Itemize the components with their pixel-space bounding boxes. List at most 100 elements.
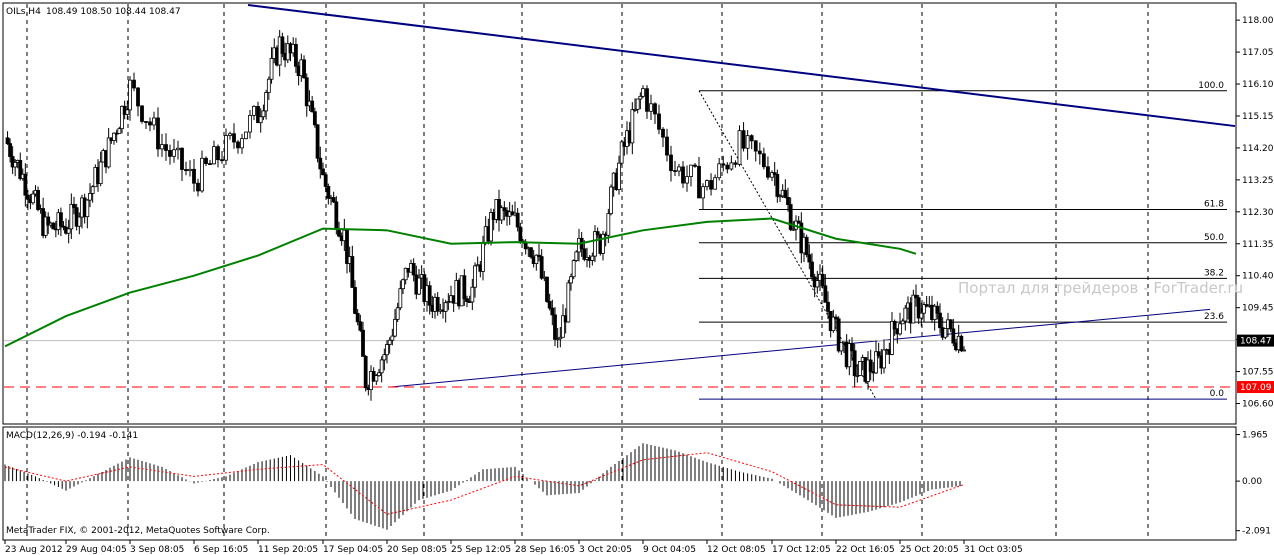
candle-body [745,135,750,149]
candle-body [385,344,389,356]
candle-body [791,228,796,231]
candle-body [534,254,539,264]
candle-body [959,335,964,352]
candle-body [13,161,18,168]
candle-body [390,335,395,341]
candle-body [590,255,595,261]
price-tick-label: 109.45 [1242,304,1274,314]
candle-body [962,349,966,352]
drawn-trendlines[interactable] [4,4,1236,388]
candle-body [164,144,168,151]
candle-body [673,170,677,172]
candle-body [248,114,252,133]
candle-body [25,194,30,200]
candle-body [318,157,323,170]
candle-body [850,343,854,352]
candle-body [136,87,140,107]
candle-body [558,336,563,340]
symbol-label: OILs,H4 [6,7,41,17]
candle-body [427,285,432,306]
candle-body [321,168,325,176]
candle-body [810,261,814,278]
candle-body [184,169,188,172]
candle-body [876,351,881,357]
candle-body [240,138,244,149]
price-tick-label: 117.05 [1242,48,1274,58]
candle-body [595,231,600,236]
candle-body [120,105,124,130]
candle-body [72,203,76,209]
candle-body [69,203,74,230]
candle-body [382,354,387,361]
candle-body [172,149,176,157]
candle-body [633,108,637,111]
candle-body [160,144,164,150]
candle-body [645,88,649,112]
candle-body [252,105,256,116]
candle-body [148,121,152,126]
candle-body [10,156,15,168]
candle-body [208,163,212,165]
time-tick-label: 23 Aug 2012 [5,545,63,555]
candle-body [890,321,894,355]
candle-body [387,339,392,345]
current-price-badge [1237,334,1274,347]
fib-level-label: 38.2 [1204,268,1224,278]
time-tick-label: 25 Oct 20:05 [900,545,959,555]
candle-body [922,304,926,314]
candle-body [401,279,405,290]
candle-body [334,201,339,230]
price-tick-label: 114.20 [1242,144,1274,154]
candle-body [619,141,624,164]
vertical-grid [26,4,1149,539]
fibonacci-retracement[interactable]: 100.0 61.8 50.0 38.2 23.6 0.0 [698,81,1227,400]
candle-body [705,180,709,188]
copyright-text: MetaTrader FIX, © 2001-2012, MetaQuotes … [6,526,270,536]
candle-body [515,212,520,228]
candle-body [903,307,908,322]
candle-body [398,288,403,309]
candle-body [152,117,156,126]
candle-body [839,342,844,352]
candle-body [868,359,873,372]
resistance-trendline [247,4,1236,128]
candle-body [59,212,63,227]
candle-body [323,174,328,187]
candle-body [310,100,315,113]
candle-body [609,186,613,215]
candle-body [847,343,852,368]
candle-body [499,207,504,221]
candle-body [685,176,689,184]
candle-body [180,147,184,170]
candle-body [892,321,897,330]
candle-body [778,195,782,198]
candle-body [606,213,611,236]
price-tick-label: 107.55 [1242,368,1274,378]
macd-tick-label: -2.091 [1242,527,1271,537]
candle-body [304,77,309,107]
candle-body [770,172,774,178]
candle-body [815,280,820,288]
candle-body [826,301,830,312]
candle-body [331,197,336,203]
time-tick-label: 17 Oct 12:05 [772,545,831,555]
candle-body [188,168,192,172]
candle-body [689,164,693,177]
candle-body [395,307,400,320]
candle-body [582,248,587,260]
candle-body [786,196,790,205]
candle-body [470,286,475,303]
candle-body [361,329,365,357]
time-tick-label: 3 Oct 20:05 [579,545,632,555]
candle-body [98,161,103,185]
candle-body [353,287,357,314]
candle-body [128,79,132,111]
candle-body [106,137,111,168]
macd-axis: 1.965 0.00 -2.091 [1236,431,1271,537]
candle-body [266,78,271,93]
candle-body [657,113,661,130]
candle-body [43,216,48,236]
candle-body [220,159,224,162]
candle-body [911,294,916,324]
